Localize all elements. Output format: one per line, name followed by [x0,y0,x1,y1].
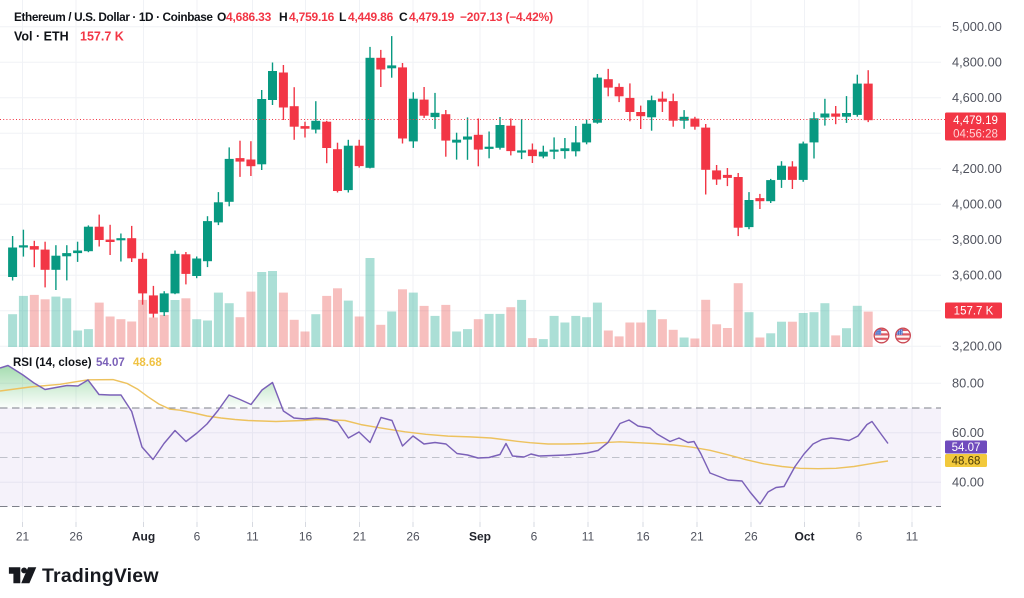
svg-text:16: 16 [636,530,650,544]
svg-text:4,686.33: 4,686.33 [226,10,272,24]
svg-text:48.68: 48.68 [952,455,981,467]
svg-text:157.7 K: 157.7 K [80,30,124,44]
svg-text:11: 11 [582,530,595,544]
svg-text:157.7 K: 157.7 K [954,306,994,318]
svg-text:54.07: 54.07 [952,442,981,454]
svg-text:6: 6 [856,530,863,544]
svg-text:Vol · ETH: Vol · ETH [14,30,69,44]
svg-text:21: 21 [16,530,30,544]
svg-text:4,449.86: 4,449.86 [348,10,394,24]
svg-text:26: 26 [744,530,758,544]
svg-text:3,600.00: 3,600.00 [952,267,1002,282]
svg-text:Ethereum / U.S. Dollar · 1D ·: Ethereum / U.S. Dollar · 1D · Coinbase [14,10,213,24]
svg-text:40.00: 40.00 [952,474,984,489]
svg-text:26: 26 [69,530,83,544]
svg-text:4,800.00: 4,800.00 [952,54,1002,69]
svg-text:H: H [279,10,287,24]
svg-text:48.68: 48.68 [133,357,162,369]
svg-text:26: 26 [406,530,420,544]
svg-text:O: O [217,10,226,24]
svg-text:3,200.00: 3,200.00 [952,338,1002,353]
svg-text:80.00: 80.00 [952,375,984,390]
svg-text:11: 11 [246,530,259,544]
svg-text:C: C [399,10,408,24]
svg-text:60.00: 60.00 [952,425,984,440]
svg-text:Oct: Oct [794,530,814,544]
svg-text:4,200.00: 4,200.00 [952,161,1002,176]
svg-text:16: 16 [299,530,313,544]
svg-text:21: 21 [690,530,704,544]
svg-text:4,479.19: 4,479.19 [953,115,998,127]
svg-text:6: 6 [194,530,201,544]
svg-text:4,479.19: 4,479.19 [409,10,455,24]
svg-text:Aug: Aug [132,530,155,544]
svg-text:4,600.00: 4,600.00 [952,90,1002,105]
svg-text:3,800.00: 3,800.00 [952,232,1002,247]
svg-text:54.07: 54.07 [96,357,125,369]
svg-text:−207.13 (−4.42%): −207.13 (−4.42%) [460,10,553,24]
svg-text:TradingView: TradingView [42,565,159,587]
svg-text:4,759.16: 4,759.16 [289,10,335,24]
svg-text:RSI (14, close): RSI (14, close) [13,357,92,369]
svg-text:04:56:28: 04:56:28 [953,128,998,140]
svg-text:L: L [339,10,346,24]
svg-text:6: 6 [531,530,538,544]
svg-text:11: 11 [906,530,919,544]
svg-text:4,000.00: 4,000.00 [952,196,1002,211]
svg-text:21: 21 [353,530,367,544]
svg-text:5,000.00: 5,000.00 [952,19,1002,34]
svg-text:Sep: Sep [469,530,491,544]
